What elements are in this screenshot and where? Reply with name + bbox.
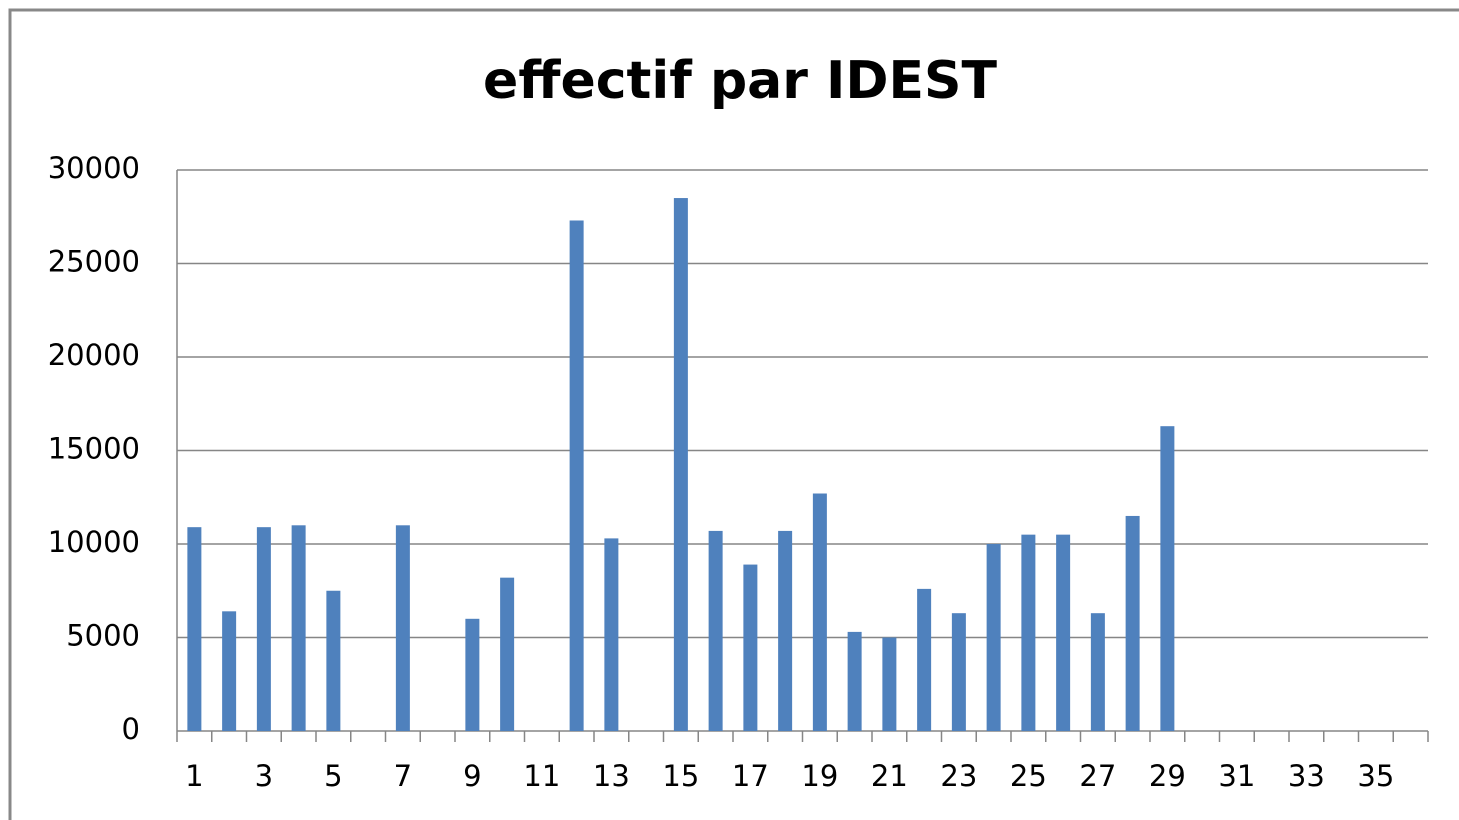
chart-title: effectif par IDEST [483, 51, 997, 111]
x-tick-label: 27 [1079, 759, 1116, 793]
bar [743, 564, 758, 731]
x-tick-label: 29 [1149, 759, 1186, 793]
x-tick-label: 1 [185, 759, 203, 793]
bar [812, 493, 827, 731]
x-tick-label: 3 [255, 759, 273, 793]
y-tick-label: 20000 [48, 338, 140, 372]
x-tick-label: 5 [324, 759, 342, 793]
bar [847, 631, 862, 731]
bar [778, 530, 793, 731]
bar [1090, 613, 1105, 731]
bar [187, 527, 202, 731]
bar [326, 590, 341, 731]
x-tick-label: 23 [940, 759, 977, 793]
bar [917, 588, 932, 731]
x-tick-label: 7 [394, 759, 412, 793]
bar [1160, 426, 1175, 731]
bar [986, 544, 1001, 731]
bar [569, 220, 584, 732]
bar [951, 613, 966, 731]
y-tick-label: 5000 [66, 619, 140, 653]
x-tick-label: 31 [1218, 759, 1255, 793]
bar [1021, 534, 1036, 731]
bar [222, 611, 237, 731]
y-tick-label: 30000 [48, 151, 140, 185]
x-tick-label: 9 [463, 759, 481, 793]
y-tick-label: 0 [122, 712, 140, 746]
chart-frame [8, 8, 1459, 820]
x-tick-label: 33 [1288, 759, 1325, 793]
bar [1056, 534, 1071, 731]
bar [465, 618, 480, 731]
x-tick-label: 13 [593, 759, 630, 793]
bar [1125, 515, 1140, 731]
bar [395, 525, 410, 731]
bar [882, 637, 897, 731]
bar [256, 527, 271, 731]
bar [500, 577, 515, 731]
x-tick-label: 17 [732, 759, 769, 793]
bar [708, 530, 723, 731]
y-tick-label: 10000 [48, 525, 140, 559]
x-tick-label: 35 [1357, 759, 1394, 793]
y-tick-label: 25000 [48, 245, 140, 279]
y-tick-label: 15000 [48, 432, 140, 466]
x-tick-label: 25 [1010, 759, 1047, 793]
x-tick-label: 19 [801, 759, 838, 793]
bar [673, 198, 688, 732]
bar [291, 525, 306, 731]
bar [604, 538, 619, 731]
x-tick-label: 11 [523, 759, 560, 793]
x-tick-label: 21 [871, 759, 908, 793]
x-tick-label: 15 [662, 759, 699, 793]
